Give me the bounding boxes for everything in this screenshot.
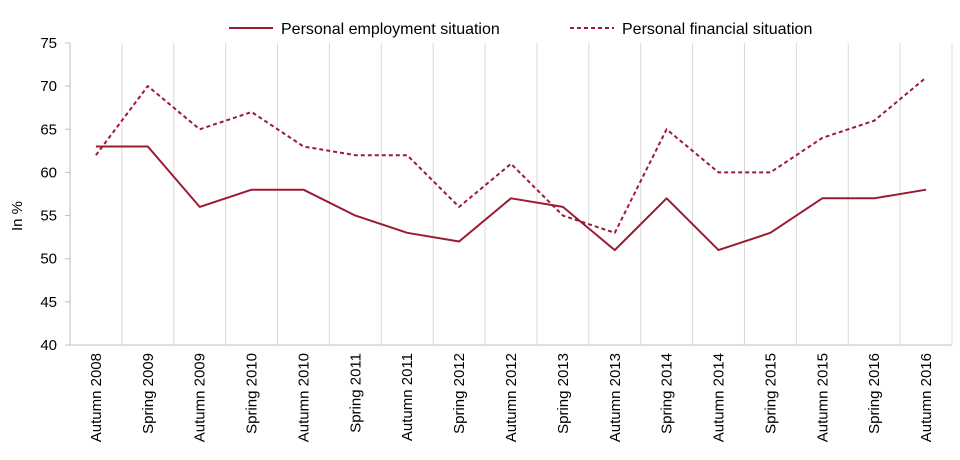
y-tick-labels: 40 45 50 55 60 65 70 75: [40, 35, 57, 354]
y-tick-label: 70: [40, 78, 57, 95]
x-tick-label: Spring 2015: [762, 353, 779, 434]
y-tick-label: 65: [40, 121, 57, 138]
x-tick-label: Spring 2014: [659, 353, 676, 434]
x-tick-label: Spring 2011: [347, 353, 364, 433]
x-tick-label: Autumn 2015: [814, 353, 831, 442]
x-tick-label: Spring 2016: [866, 353, 883, 434]
x-tick-label: Autumn 2013: [607, 353, 624, 442]
y-tick-label: 50: [40, 251, 57, 268]
x-tick-label: Autumn 2011: [399, 353, 416, 441]
x-tick-label: Autumn 2010: [295, 353, 312, 442]
legend-label-employment: Personal employment situation: [281, 21, 500, 38]
x-tick-label: Autumn 2012: [503, 353, 520, 442]
legend: Personal employment situation Personal f…: [229, 21, 812, 38]
y-tick-label: 60: [40, 164, 57, 181]
y-axis-title: In %: [9, 201, 26, 231]
x-tick-label: Autumn 2016: [918, 353, 935, 442]
x-tick-label: Autumn 2014: [711, 353, 728, 442]
legend-label-financial: Personal financial situation: [622, 21, 812, 38]
x-tick-label: Spring 2010: [244, 353, 261, 434]
series-lines: [95, 76, 927, 252]
x-tick-label: Autumn 2008: [88, 353, 105, 442]
x-tick-label: Spring 2009: [140, 353, 157, 434]
x-tick-label: Autumn 2009: [192, 353, 209, 442]
series-line-employment: [95, 145, 927, 252]
x-tick-labels: Autumn 2008 Spring 2009 Autumn 2009 Spring …: [88, 353, 935, 442]
y-tick-label: 55: [40, 208, 57, 225]
grid-lines: [69, 43, 953, 345]
x-tick-label: Spring 2012: [451, 353, 468, 434]
axes: [65, 42, 952, 346]
y-tick-label: 40: [40, 337, 57, 354]
x-tick-label: Spring 2013: [555, 353, 572, 434]
series-line-financial: [95, 76, 927, 234]
y-tick-label: 45: [40, 294, 57, 311]
y-tick-label: 75: [40, 35, 57, 52]
